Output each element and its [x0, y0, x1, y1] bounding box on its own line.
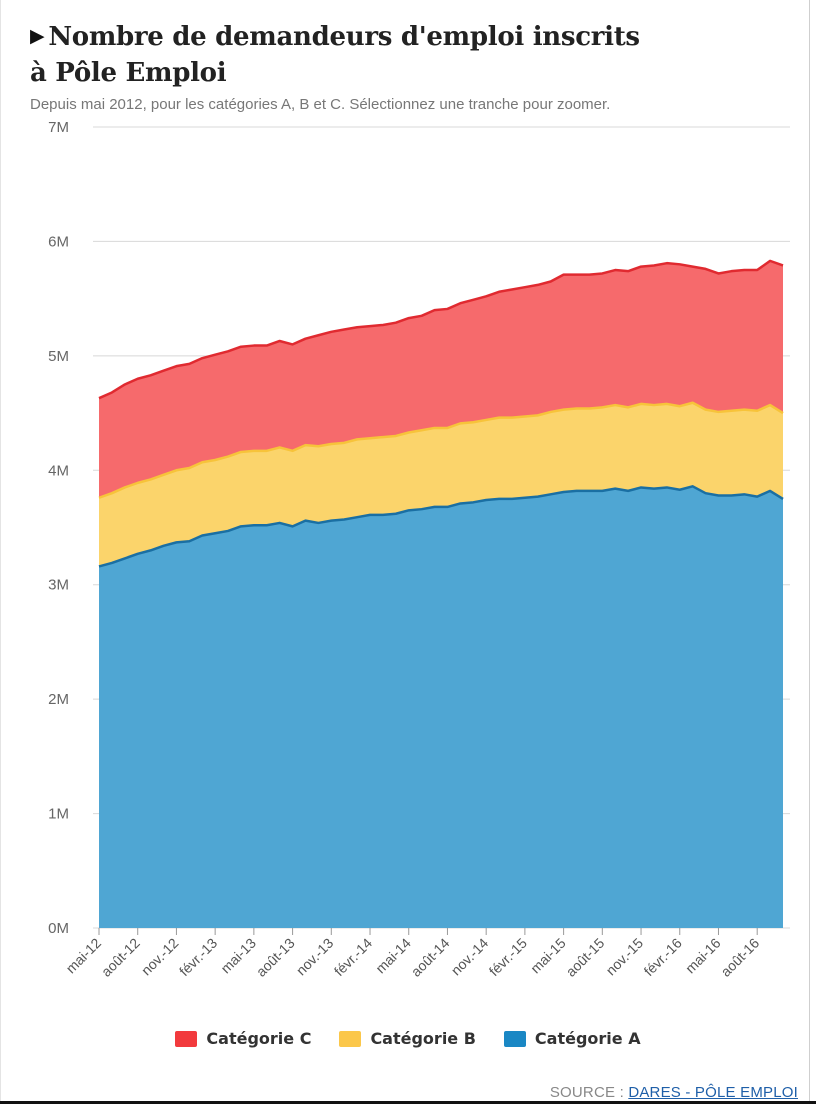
source-link[interactable]: DARES - PÔLE EMPLOI: [628, 1084, 798, 1101]
legend-swatch-c: [175, 1030, 198, 1047]
x-tick-label-9: août-14: [408, 935, 453, 980]
x-tick-label-6: nov.-13: [293, 935, 337, 979]
area-categorie-b[interactable]: [99, 402, 783, 567]
area-categorie-c[interactable]: [99, 260, 783, 498]
y-tick-label-2: 2M: [48, 691, 69, 708]
x-tick-label-0: mai-12: [63, 935, 105, 977]
x-tick-label-17: août-16: [717, 935, 762, 980]
legend-label-b: Catégorie B: [370, 1029, 476, 1048]
y-tick-label-3: 3M: [48, 577, 69, 594]
area-layer[interactable]: [99, 260, 783, 928]
y-tick-label-6: 6M: [48, 233, 69, 250]
x-tick-label-5: août-13: [253, 935, 298, 980]
header: ▶ Nombre de demandeurs d'emploi inscrits …: [30, 18, 770, 115]
x-tick-label-8: mai-14: [372, 935, 414, 977]
x-tick-label-16: mai-16: [682, 935, 724, 977]
x-tick-label-13: août-15: [563, 935, 608, 980]
y-tick-label-5: 5M: [48, 348, 69, 365]
chart-subtitle: Depuis mai 2012, pour les catégories A, …: [30, 96, 611, 113]
y-axis: 0M 1M 2M 3M 4M 5M 6M 7M: [48, 119, 69, 937]
legend-item-categorie-a[interactable]: Catégorie A: [503, 1029, 641, 1048]
legend-swatch-a: [503, 1030, 526, 1047]
y-tick-label-4: 4M: [48, 462, 69, 479]
x-tick-label-3: févr.-13: [176, 935, 220, 979]
x-tick-label-1: août-12: [98, 935, 143, 980]
legend-item-categorie-c[interactable]: Catégorie C: [175, 1029, 311, 1048]
title-line-2: à Pôle Emploi: [30, 58, 227, 88]
legend: Catégorie C Catégorie B Catégorie A: [0, 1029, 816, 1048]
x-tick-label-14: nov.-15: [603, 935, 647, 979]
page-title: ▶ Nombre de demandeurs d'emploi inscrits …: [30, 18, 770, 91]
area-categorie-a[interactable]: [99, 486, 783, 928]
line-categorie-a: [98, 485, 784, 568]
x-tick-label-2: nov.-12: [138, 935, 182, 979]
legend-label-c: Catégorie C: [206, 1029, 312, 1048]
y-tick-label-0: 0M: [48, 920, 69, 937]
legend-item-categorie-b[interactable]: Catégorie B: [339, 1029, 476, 1048]
line-layer: [98, 259, 784, 568]
y-tick-label-7: 7M: [48, 119, 69, 136]
bottom-bar: [0, 1101, 816, 1104]
y-tick-label-1: 1M: [48, 806, 69, 823]
x-tick-label-4: mai-13: [217, 935, 259, 977]
line-categorie-c: [98, 259, 784, 400]
x-tick-label-7: févr.-14: [331, 935, 375, 979]
x-tick-label-10: nov.-14: [448, 935, 492, 979]
source-prefix: SOURCE :: [549, 1084, 629, 1101]
x-tick-label-15: févr.-16: [641, 935, 685, 979]
source-credit: SOURCE : DARES - PÔLE EMPLOI: [550, 1084, 798, 1101]
x-tick-label-12: mai-15: [527, 935, 569, 977]
line-categorie-b: [98, 401, 784, 499]
title-line-1: Nombre de demandeurs d'emploi inscrits: [48, 22, 640, 52]
legend-swatch-b: [339, 1030, 362, 1047]
x-axis: mai-12août-12nov.-12févr.-13mai-13août-1…: [63, 928, 762, 980]
play-triangle-icon: ▶: [30, 25, 45, 47]
x-tick-label-11: févr.-15: [486, 935, 530, 979]
legend-label-a: Catégorie A: [534, 1029, 641, 1048]
